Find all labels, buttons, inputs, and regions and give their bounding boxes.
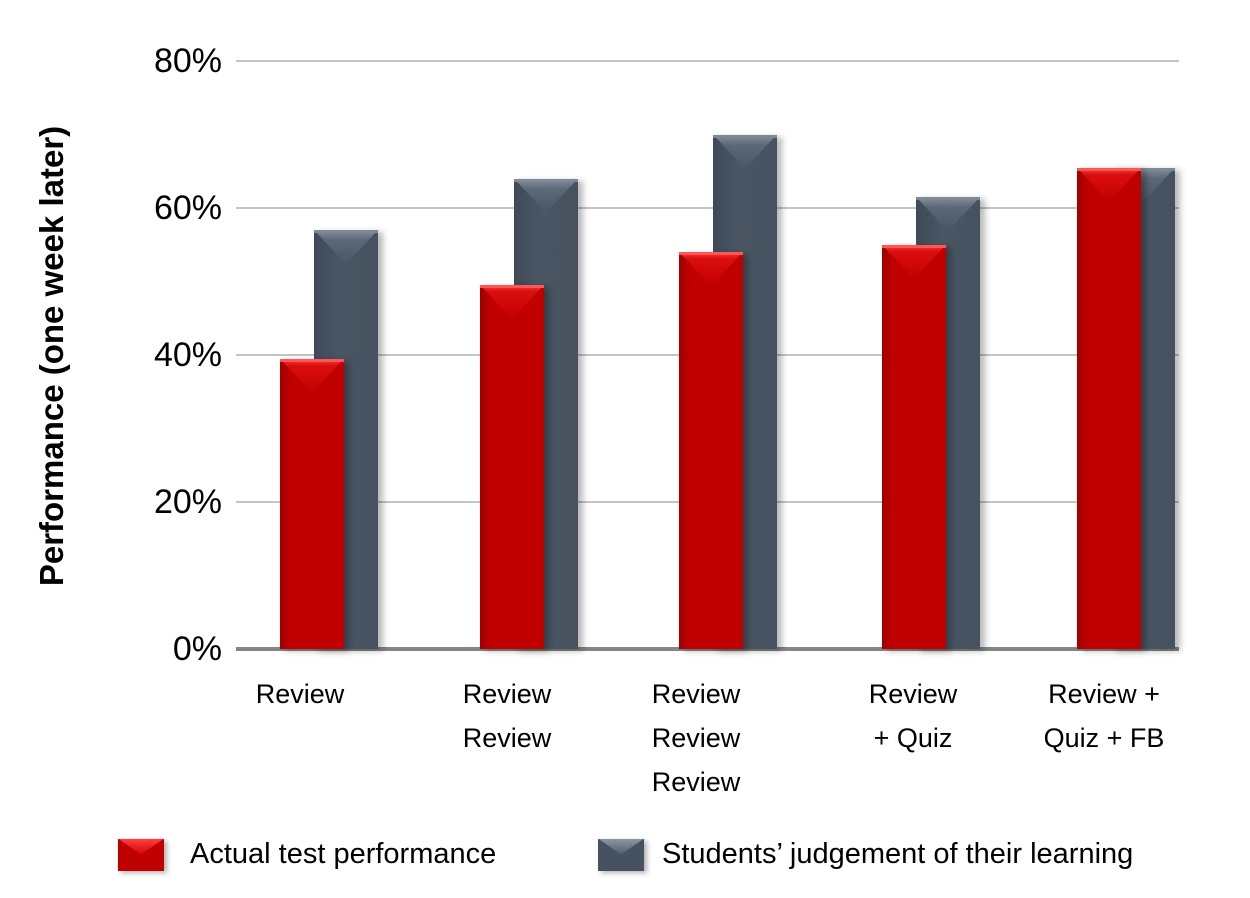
y-tick-label: 40% <box>153 336 222 374</box>
bar-actual <box>1077 167 1141 649</box>
bar-actual <box>679 252 743 649</box>
bar-actual <box>882 244 946 649</box>
bar-actual <box>280 358 344 649</box>
y-tick-label: 80% <box>153 42 222 80</box>
gridline <box>236 60 1179 62</box>
y-tick-label: 60% <box>153 189 222 227</box>
y-axis-label: Performance (one week later) <box>33 125 70 587</box>
x-category-label: Review Review <box>462 679 552 753</box>
legend-label: Actual test performance <box>190 838 497 870</box>
legend-item-judgement: Students’ judgement of their learning <box>598 838 1133 871</box>
legend-item-actual: Actual test performance <box>118 838 496 871</box>
gridline <box>236 207 1179 209</box>
x-category-label: Review <box>255 679 345 709</box>
y-tick-label: 0% <box>172 630 222 668</box>
legend-label: Students’ judgement of their learning <box>662 838 1134 870</box>
x-category-label: Review + Quiz <box>868 679 958 753</box>
y-tick-label: 20% <box>153 483 222 521</box>
legend: Actual test performance Students’ judgem… <box>0 838 1250 878</box>
bar-actual <box>480 285 544 649</box>
x-category-label: Review + Quiz + FB <box>1043 679 1165 753</box>
x-category-label: Review Review Review <box>651 679 741 797</box>
legend-swatch-red-icon <box>118 838 164 871</box>
legend-swatch-gray-icon <box>598 838 644 871</box>
x-axis-line <box>236 647 1179 651</box>
